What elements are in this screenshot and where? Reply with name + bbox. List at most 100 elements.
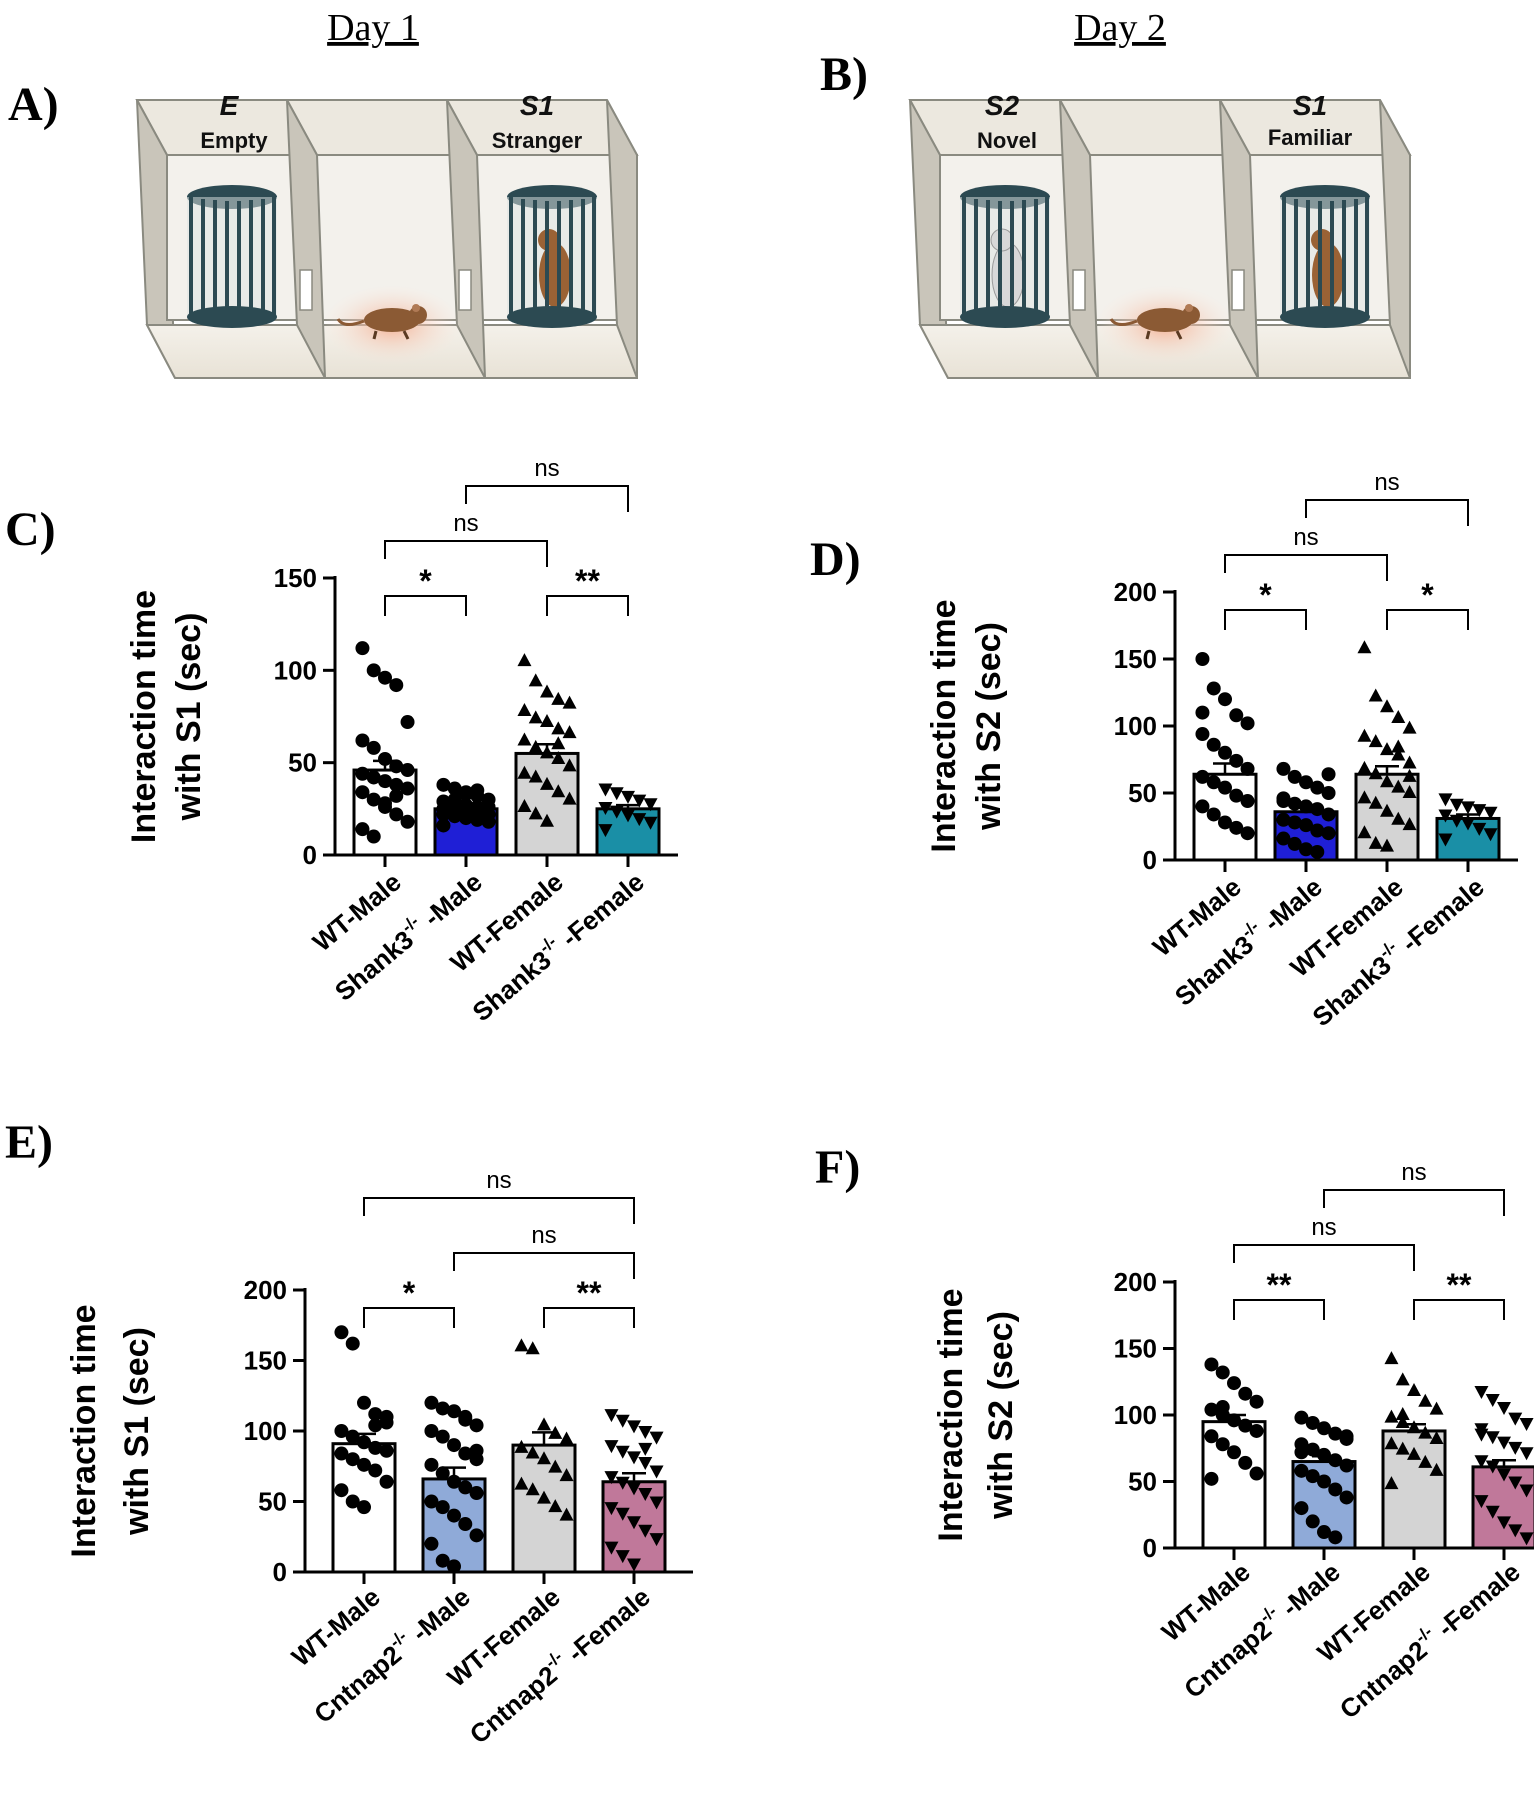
significance-bracket: *: [384, 563, 467, 616]
data-point: [447, 1474, 461, 1489]
data-point: [609, 787, 624, 801]
data-point: [528, 710, 543, 724]
cage-left-id: E: [220, 90, 240, 121]
data-point: [1391, 779, 1406, 793]
data-point: [1407, 1446, 1421, 1460]
data-point: [435, 1429, 450, 1444]
data-point: [1305, 1442, 1320, 1457]
data-point: [1391, 811, 1406, 825]
data-point: [525, 1341, 540, 1355]
data-point: [1384, 1409, 1399, 1423]
data-point: [649, 1533, 664, 1547]
data-point: [1276, 831, 1291, 846]
data-point: [1249, 1423, 1264, 1438]
data-point: [551, 691, 566, 705]
panel-letter-e: E): [5, 1116, 53, 1169]
data-point: [1310, 823, 1325, 838]
data-point: [1380, 774, 1394, 788]
data-point: [1294, 1501, 1309, 1516]
data-point: [1357, 640, 1372, 654]
data-point: [424, 1494, 439, 1509]
data-point: [459, 787, 473, 802]
data-point: [435, 1500, 450, 1515]
data-point: [378, 670, 392, 685]
data-point: [1339, 1458, 1354, 1473]
data-point: [459, 811, 473, 826]
data-point: [638, 1488, 653, 1502]
data-point: [1299, 818, 1313, 833]
significance-label: **: [1447, 1267, 1472, 1303]
data-point: [1380, 742, 1394, 756]
data-point: [1519, 1417, 1534, 1431]
y-tick-label: 0: [1143, 845, 1157, 875]
data-point: [1368, 688, 1383, 702]
data-point: [1276, 794, 1291, 809]
data-point: [559, 1507, 574, 1521]
data-point: [1206, 775, 1221, 790]
data-point: [1497, 1468, 1511, 1482]
significance-label: *: [403, 1275, 416, 1311]
y-tick-label: 100: [274, 655, 317, 685]
data-point: [1240, 826, 1255, 841]
data-point: [1215, 1400, 1230, 1415]
data-point: [1461, 801, 1475, 815]
data-point: [1328, 1426, 1343, 1441]
data-point: [334, 1446, 349, 1461]
data-point: [1395, 1372, 1410, 1386]
data-point: [1508, 1412, 1523, 1426]
data-point: [355, 733, 370, 748]
significance-bracket: *: [1224, 577, 1307, 630]
data-point: [1474, 1495, 1489, 1509]
data-point: [1317, 1421, 1331, 1436]
three-chamber-apparatus-day2: S2 Novel S1 Familiar: [908, 90, 1412, 379]
data-point: [1240, 794, 1255, 809]
data-point: [1287, 836, 1302, 851]
data-point: [458, 1517, 473, 1532]
data-point: [470, 783, 485, 798]
data-point: [627, 1516, 641, 1530]
data-point: [1218, 692, 1232, 707]
y-tick-label: 150: [1114, 1334, 1157, 1364]
cage-right-label: Stranger: [492, 128, 583, 153]
data-point: [1240, 716, 1255, 731]
data-point: [1519, 1447, 1534, 1461]
mouse-icon: [1109, 304, 1200, 340]
data-point: [400, 715, 415, 730]
significance-bracket: ns: [1323, 1159, 1505, 1216]
data-point: [1339, 1490, 1354, 1505]
data-point: [1508, 1441, 1523, 1455]
panel-letter-f: F): [815, 1141, 860, 1194]
significance-label: *: [419, 563, 432, 599]
data-point: [1384, 1351, 1399, 1365]
data-point: [615, 1445, 630, 1459]
data-point: [540, 714, 554, 728]
data-point: [1497, 1436, 1511, 1450]
data-point: [1218, 780, 1232, 795]
data-point: [627, 1558, 641, 1572]
category-suffix: -Female: [1426, 1557, 1526, 1648]
data-point: [517, 732, 532, 746]
chart-panel-d: D) Interaction time with S2 (sec) 0 50 100 150…: [810, 469, 1518, 1032]
data-point: [1276, 761, 1291, 776]
data-point: [627, 1451, 641, 1465]
data-point: [435, 1466, 450, 1481]
data-point: [537, 1490, 551, 1504]
data-point: [1321, 767, 1336, 782]
data-point: [643, 816, 658, 830]
data-point: [1229, 788, 1244, 803]
cage-right-id: S1: [520, 90, 554, 121]
data-point: [627, 1482, 641, 1496]
category-suffix: -Female: [556, 1582, 656, 1673]
data-point: [1497, 1402, 1511, 1416]
data-point: [368, 1407, 383, 1422]
data-point: [598, 783, 613, 797]
category-suffix: -Female: [550, 867, 650, 958]
empty-cage-icon: [187, 185, 277, 328]
data-point: [1418, 1393, 1433, 1407]
data-point: [469, 1528, 484, 1543]
data-point: [389, 777, 404, 792]
data-point: [604, 1502, 619, 1516]
data-point: [368, 1463, 383, 1478]
data-point: [1215, 1437, 1230, 1452]
data-point: [334, 1483, 349, 1498]
